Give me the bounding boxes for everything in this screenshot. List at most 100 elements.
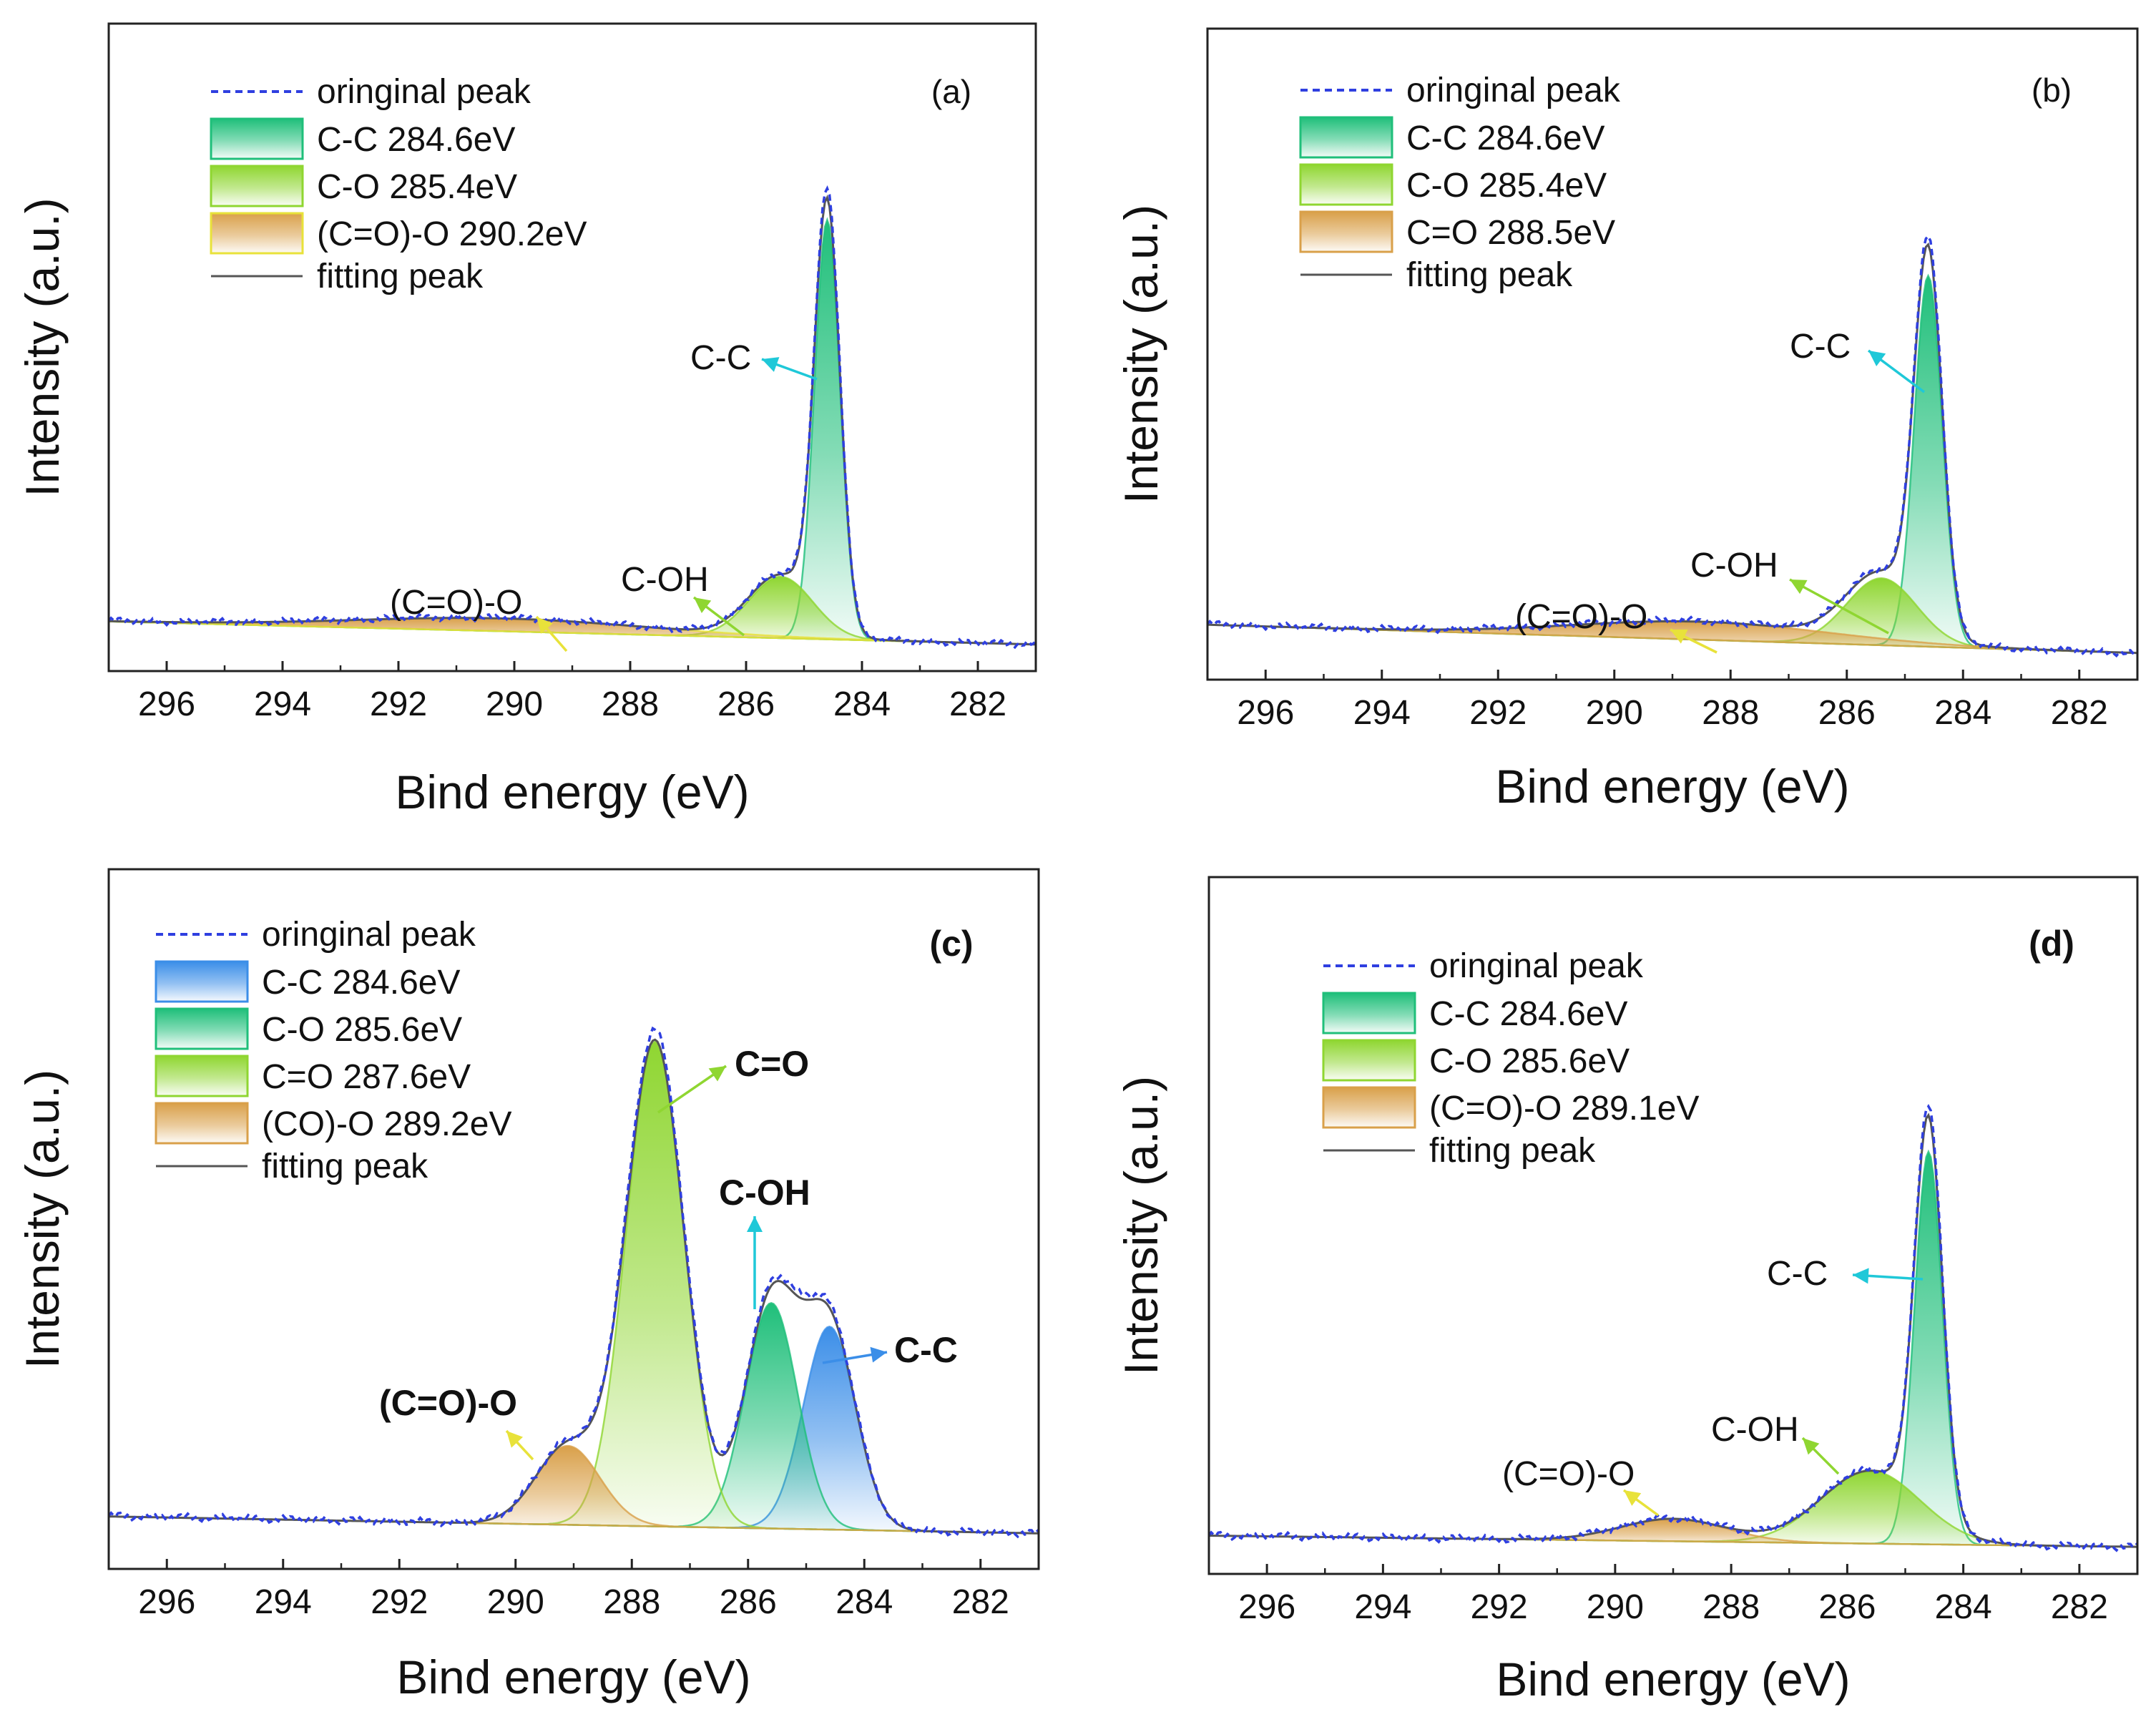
x-tick-label: 292 [1469,694,1527,732]
component-peak-1 [1209,1149,2137,1548]
peak-annotation: C-C [894,1330,958,1370]
annotation-arrow-head [1670,629,1688,644]
legend-fitting-label: fitting peak [262,1148,428,1185]
x-tick-label: 294 [1354,1588,1411,1626]
legend-label-4: (CO)-O 289.2eV [262,1105,511,1143]
x-tick-label: 296 [1238,1588,1295,1626]
component-peak-2 [109,575,1036,646]
legend-swatch-1 [1322,992,1416,1034]
legend-swatch-2 [1299,163,1393,206]
fitting-peak-line [109,194,1036,646]
peak-annotation: C=O [735,1044,809,1084]
peak-annotation: C-OH [1711,1411,1799,1449]
x-tick-label: 296 [138,1583,195,1621]
annotation-arrow-head [747,1216,763,1232]
peak-annotation: C-C [690,339,751,377]
x-tick-label: 284 [1935,1588,1992,1626]
x-tick-label: 296 [138,685,195,723]
legend-label-1: C-C 284.6eV [1406,119,1604,157]
x-axis-label: Bind energy (eV) [1495,760,1849,813]
annotation-arrow-head [1853,1268,1869,1284]
xps-panel-3: 296 294 292 290 288 286 284 282 Bind energy (eV)… [16,868,1040,1703]
x-tick-label: 290 [1587,1588,1644,1626]
x-axis-label: Bind energy (eV) [395,765,749,818]
x-tick-label: 294 [1353,694,1411,732]
legend-original-label: oringinal peak [262,916,476,954]
plot-area [1207,233,2137,658]
legend-swatch-2 [1322,1039,1416,1082]
x-tick-label: 284 [833,685,891,723]
x-tick-label: 282 [2051,694,2108,732]
annotation-arrow-head [1868,351,1886,366]
legend-swatch-3 [1322,1086,1416,1129]
legend-label-1: C-C 284.6eV [1429,995,1627,1033]
x-tick-label: 296 [1237,694,1294,732]
legend-swatch-1 [155,960,249,1003]
legend: oringinal peak C-C 284.6eV C-O 285.6eV C=O … [155,916,511,1185]
legend-swatch-3 [210,212,304,255]
original-peak-line [1207,233,2137,658]
legend-fitting-label: fitting peak [317,258,484,295]
annotation-arrow-head [1790,579,1808,595]
plot-area [109,1026,1039,1539]
component-peak-2 [1207,577,2137,655]
fitting-peak-line [1207,242,2137,655]
x-tick-label: 288 [1702,694,1759,732]
legend-label-1: C-C 284.6eV [317,121,515,159]
legend-fitting-label: fitting peak [1406,256,1573,294]
y-axis-label: Intensity (a.u.) [16,1070,69,1369]
legend-swatch-4 [155,1102,249,1145]
panel-label: (a) [931,73,971,110]
annotation-arrow-head [1803,1438,1820,1455]
panel-label: (c) [929,924,973,964]
original-peak-line [109,185,1036,650]
annotation-arrow-head [870,1346,887,1363]
legend-label-3: (C=O)-O 290.2eV [317,215,587,253]
peak-annotation: (C=O)-O [390,584,522,622]
y-axis-label: Intensity (a.u.) [1114,205,1167,504]
xps-panel-4: 296 294 292 290 288 286 284 282 Bind energy (eV)… [1114,876,2139,1706]
x-axis-label: Bind energy (eV) [396,1650,750,1703]
legend-swatch-2 [155,1007,249,1050]
annotation-arrow-line [1789,578,1889,635]
component-peak-1 [109,217,1036,646]
peak-annotation: C-OH [1690,547,1778,584]
peak-annotation: C-OH [621,561,709,599]
component-peak-4 [109,1444,1039,1535]
axes-frame [1207,876,2139,1575]
x-tick-label: 292 [1471,1588,1528,1626]
peak-annotation: (C=O)-O [1515,598,1647,636]
peak-annotation: (C=O)-O [379,1383,517,1423]
legend-swatch-2 [210,165,304,207]
annotation-arrow-head [536,617,553,634]
x-tick-label: 286 [717,685,775,723]
annotation-arrow-head [762,357,780,372]
legend-label-2: C-O 285.6eV [1429,1042,1630,1080]
legend: oringinal peak C-C 284.6eV C-O 285.4eV C=O … [1299,72,1621,294]
x-tick-label: 282 [952,1583,1009,1621]
x-tick-label: 290 [486,685,543,723]
legend-label-3: C=O 288.5eV [1406,214,1615,252]
legend-swatch-3 [1299,210,1393,253]
fitting-peak-line [1209,1112,2137,1548]
annotation-arrow-head [708,1066,726,1082]
panel-label: (b) [2032,72,2072,109]
peak-annotation: (C=O)-O [1502,1455,1635,1493]
legend: oringinal peak C-C 284.6eV C-O 285.4eV (C=O… [210,73,587,295]
y-axis-label: Intensity (a.u.) [1114,1076,1167,1375]
legend-fitting-label: fitting peak [1429,1132,1596,1170]
x-tick-label: 282 [2051,1588,2108,1626]
legend-label-3: C=O 287.6eV [262,1058,471,1096]
legend-swatch-3 [155,1055,249,1097]
x-tick-label: 288 [1702,1588,1760,1626]
component-peak-1 [1207,273,2137,655]
x-tick-label: 290 [1586,694,1643,732]
original-peak-line [109,1026,1039,1539]
x-tick-label: 286 [720,1583,777,1621]
legend-original-label: oringinal peak [317,73,531,111]
panel-label: (d) [2029,924,2074,964]
x-tick-label: 292 [371,1583,428,1621]
peak-annotation: C-C [1767,1255,1828,1293]
x-tick-label: 286 [1818,694,1876,732]
xps-panel-2: 296 294 292 290 288 286 284 282 Bind energy (eV)… [1114,27,2139,813]
